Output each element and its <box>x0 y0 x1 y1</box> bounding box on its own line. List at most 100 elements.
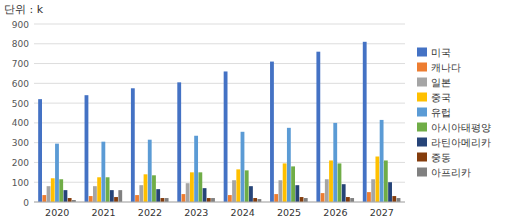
grid-line <box>34 122 405 123</box>
bar <box>190 172 194 202</box>
y-tick-label: 900 <box>12 20 29 30</box>
bar <box>198 172 202 202</box>
bar <box>156 189 160 202</box>
bar <box>388 182 392 202</box>
bar <box>89 196 93 202</box>
bar <box>144 174 148 202</box>
bar <box>186 183 190 202</box>
legend-swatch <box>417 168 427 177</box>
x-tick-label: 2026 <box>323 207 347 218</box>
bar <box>333 123 337 202</box>
bar <box>101 142 105 202</box>
legend-label: 미국 <box>431 47 451 58</box>
y-tick-label: 600 <box>12 79 29 89</box>
grid-line <box>34 24 405 25</box>
title: 단위 : k <box>4 3 44 16</box>
legend-label: 캐나다 <box>431 62 461 73</box>
bar <box>47 186 51 202</box>
bar <box>367 192 371 202</box>
legend-label: 아프리카 <box>431 167 471 178</box>
legend-label: 중국 <box>431 92 451 103</box>
x-tick-label: 2021 <box>91 207 115 218</box>
bar <box>165 198 169 202</box>
grid-line <box>34 103 405 104</box>
bar <box>245 170 249 202</box>
bar <box>375 157 379 202</box>
bar <box>228 195 232 202</box>
legend: 미국캐나다일본중국유럽아시아태평양라틴아메리카중동아프리카 <box>417 47 491 178</box>
bar <box>249 186 253 202</box>
y-tick-label: 300 <box>12 138 29 148</box>
bar <box>93 186 97 202</box>
x-tick-label: 2023 <box>184 207 208 218</box>
legend-swatch <box>417 93 427 102</box>
bar <box>274 194 278 202</box>
legend-swatch <box>417 108 427 117</box>
bar <box>51 178 55 202</box>
bar <box>270 62 274 202</box>
bar <box>59 179 63 202</box>
bar <box>64 190 68 202</box>
bar <box>232 180 236 202</box>
bar <box>338 163 342 202</box>
legend-label: 유럽 <box>431 107 451 118</box>
y-tick-label: 400 <box>12 118 29 128</box>
bar <box>161 198 165 202</box>
legend-label: 일본 <box>431 77 451 88</box>
y-tick-label: 200 <box>12 158 29 168</box>
bar <box>148 140 152 202</box>
bar <box>283 163 287 202</box>
bar <box>182 194 186 202</box>
bar <box>278 180 282 202</box>
bar <box>42 195 46 202</box>
grid-line <box>34 63 405 64</box>
bar <box>295 185 299 202</box>
bar <box>97 177 101 202</box>
bar <box>316 52 320 202</box>
legend-label: 아시아태평양 <box>431 122 491 133</box>
bar <box>253 198 257 202</box>
bar <box>350 198 354 202</box>
bar <box>371 179 375 202</box>
bars <box>38 42 400 202</box>
bar <box>236 169 240 202</box>
legend-swatch <box>417 78 427 87</box>
bar <box>304 198 308 202</box>
legend-label: 라틴아메리카 <box>431 137 491 148</box>
bar <box>177 82 181 202</box>
bar <box>85 95 89 202</box>
x-tick-label: 2024 <box>231 207 255 218</box>
x-tick-label: 2025 <box>277 207 301 218</box>
bar <box>114 197 118 202</box>
bar <box>110 190 114 202</box>
bar <box>325 179 329 202</box>
bar <box>135 195 139 202</box>
x-axis-line <box>34 202 405 203</box>
grid-line <box>34 162 405 163</box>
bar <box>241 132 245 202</box>
bar <box>203 188 207 202</box>
x-tick-label: 2022 <box>138 207 162 218</box>
bar <box>211 198 215 202</box>
bar <box>329 160 333 202</box>
grid-line <box>34 43 405 44</box>
bar <box>224 71 228 202</box>
bar <box>207 198 211 202</box>
bar <box>300 197 304 202</box>
y-tick-label: 500 <box>12 99 29 109</box>
bar <box>38 99 42 202</box>
bar <box>55 144 59 202</box>
grid-line <box>34 182 405 183</box>
legend-swatch <box>417 123 427 132</box>
y-tick-label: 100 <box>12 178 29 188</box>
legend-swatch <box>417 153 427 162</box>
legend-swatch <box>417 63 427 72</box>
y-tick-label: 800 <box>12 39 29 49</box>
bar <box>380 120 384 202</box>
grid-line <box>34 83 405 84</box>
x-tick-label: 2020 <box>45 207 69 218</box>
chart: 단위 : k0100200300400500600700800900202020… <box>0 0 515 224</box>
y-tick-label: 700 <box>12 59 29 69</box>
bar <box>194 136 198 202</box>
bar <box>384 160 388 202</box>
